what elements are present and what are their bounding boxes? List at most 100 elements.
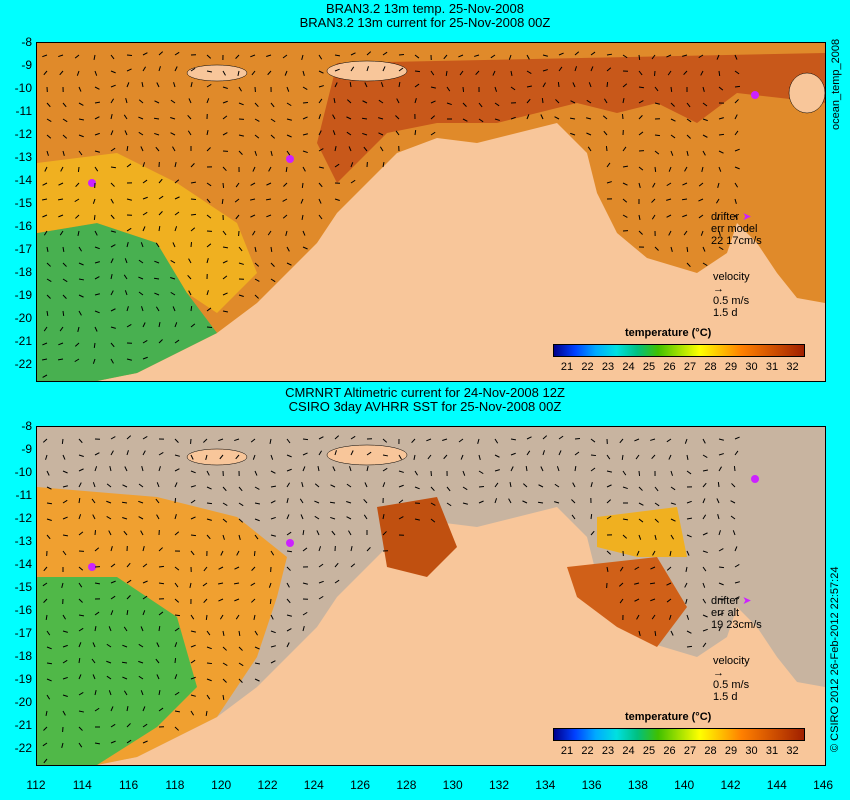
current-arrow bbox=[172, 242, 176, 248]
current-arrow bbox=[494, 118, 500, 121]
current-arrow bbox=[206, 290, 209, 296]
current-arrow bbox=[190, 485, 196, 488]
current-arrow bbox=[651, 198, 656, 203]
current-arrow bbox=[634, 438, 640, 442]
current-arrow bbox=[318, 436, 324, 440]
current-arrow bbox=[702, 86, 705, 92]
current-arrow bbox=[126, 145, 129, 152]
current-arrow bbox=[110, 230, 116, 233]
current-arrow bbox=[141, 466, 144, 472]
colorbar bbox=[553, 344, 805, 357]
current-arrow bbox=[123, 690, 128, 696]
current-arrow bbox=[606, 566, 609, 573]
current-arrow bbox=[318, 580, 324, 584]
current-arrow bbox=[62, 676, 68, 680]
current-arrow bbox=[702, 582, 706, 588]
current-arrow bbox=[46, 502, 53, 505]
current-arrow bbox=[606, 515, 612, 520]
current-arrow bbox=[396, 98, 400, 104]
current-arrow bbox=[62, 470, 68, 474]
current-arrow bbox=[156, 642, 160, 648]
colorbar-tick-label: 21 bbox=[560, 745, 574, 757]
current-arrow bbox=[62, 134, 68, 139]
current-arrow bbox=[78, 514, 82, 520]
current-arrow bbox=[398, 67, 404, 72]
current-arrow bbox=[651, 214, 656, 220]
current-arrow bbox=[318, 54, 323, 60]
current-arrow bbox=[94, 547, 100, 552]
current-arrow bbox=[238, 534, 241, 540]
current-arrow bbox=[478, 454, 481, 460]
current-arrow bbox=[126, 705, 129, 712]
current-arrow bbox=[270, 102, 275, 108]
current-arrow bbox=[266, 182, 272, 186]
current-arrow bbox=[235, 454, 240, 460]
current-arrow bbox=[446, 86, 451, 92]
current-arrow bbox=[634, 598, 640, 602]
current-arrow bbox=[414, 83, 420, 88]
current-arrow bbox=[190, 213, 197, 216]
current-arrow bbox=[286, 498, 289, 504]
current-arrow bbox=[542, 435, 548, 440]
current-arrow bbox=[158, 565, 165, 568]
current-arrow bbox=[138, 291, 144, 296]
current-arrow bbox=[238, 262, 244, 265]
current-arrow bbox=[414, 518, 420, 521]
current-arrow bbox=[238, 246, 243, 252]
current-arrow bbox=[126, 242, 129, 248]
current-arrow bbox=[174, 691, 180, 696]
current-arrow bbox=[670, 534, 675, 540]
current-arrow bbox=[74, 358, 80, 363]
current-arrow bbox=[78, 742, 83, 748]
current-arrow bbox=[78, 598, 83, 603]
drifter-label: drifter bbox=[711, 595, 740, 607]
current-arrow bbox=[94, 116, 100, 120]
current-arrow bbox=[126, 68, 132, 72]
current-arrow bbox=[666, 582, 672, 586]
current-arrow bbox=[734, 166, 740, 170]
current-arrow bbox=[398, 470, 404, 473]
current-arrow bbox=[270, 630, 276, 634]
drifter-marker bbox=[286, 155, 294, 163]
current-arrow bbox=[46, 118, 52, 123]
current-arrow bbox=[538, 484, 544, 488]
current-arrow bbox=[78, 657, 81, 664]
current-arrow bbox=[606, 499, 612, 504]
current-arrow bbox=[621, 113, 624, 120]
current-arrow bbox=[334, 450, 337, 456]
current-arrow bbox=[684, 582, 688, 588]
colorbar-tick-label: 28 bbox=[704, 361, 717, 373]
current-arrow bbox=[174, 710, 181, 713]
current-arrow bbox=[622, 214, 628, 218]
sst-yellow-region bbox=[597, 507, 687, 557]
current-arrow bbox=[270, 134, 276, 139]
current-arrow bbox=[718, 117, 724, 120]
current-arrow bbox=[364, 82, 368, 88]
current-arrow bbox=[124, 466, 128, 472]
current-arrow bbox=[234, 198, 240, 203]
current-arrow bbox=[286, 482, 291, 488]
current-arrow bbox=[430, 486, 435, 492]
current-arrow bbox=[138, 500, 144, 504]
current-arrow bbox=[156, 674, 160, 680]
current-arrow bbox=[190, 499, 196, 504]
current-arrow bbox=[254, 278, 260, 282]
current-arrow bbox=[638, 115, 643, 120]
current-arrow bbox=[717, 182, 720, 188]
current-arrow bbox=[654, 630, 657, 637]
current-arrow bbox=[382, 438, 388, 443]
lat-tick-label: -17 bbox=[14, 626, 32, 640]
current-arrow bbox=[350, 563, 356, 568]
current-arrow bbox=[42, 342, 48, 346]
current-arrow bbox=[284, 70, 288, 76]
current-arrow bbox=[686, 102, 691, 108]
current-arrow bbox=[346, 501, 352, 504]
current-arrow bbox=[685, 566, 688, 572]
current-arrow bbox=[334, 68, 340, 72]
current-arrow bbox=[478, 470, 484, 475]
current-arrow bbox=[222, 694, 225, 701]
current-arrow bbox=[158, 452, 164, 456]
current-arrow bbox=[174, 66, 178, 72]
current-arrow bbox=[110, 147, 116, 152]
velocity-legend: velocity → 0.5 m/s 1.5 d bbox=[713, 271, 750, 319]
